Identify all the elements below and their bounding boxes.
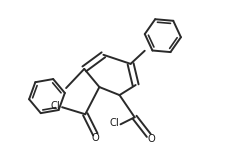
- Text: O: O: [92, 133, 99, 144]
- Text: Cl: Cl: [51, 101, 60, 111]
- Text: Cl: Cl: [109, 118, 119, 128]
- Text: O: O: [148, 134, 156, 144]
